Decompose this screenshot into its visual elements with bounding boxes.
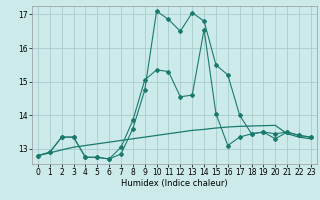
X-axis label: Humidex (Indice chaleur): Humidex (Indice chaleur) — [121, 179, 228, 188]
